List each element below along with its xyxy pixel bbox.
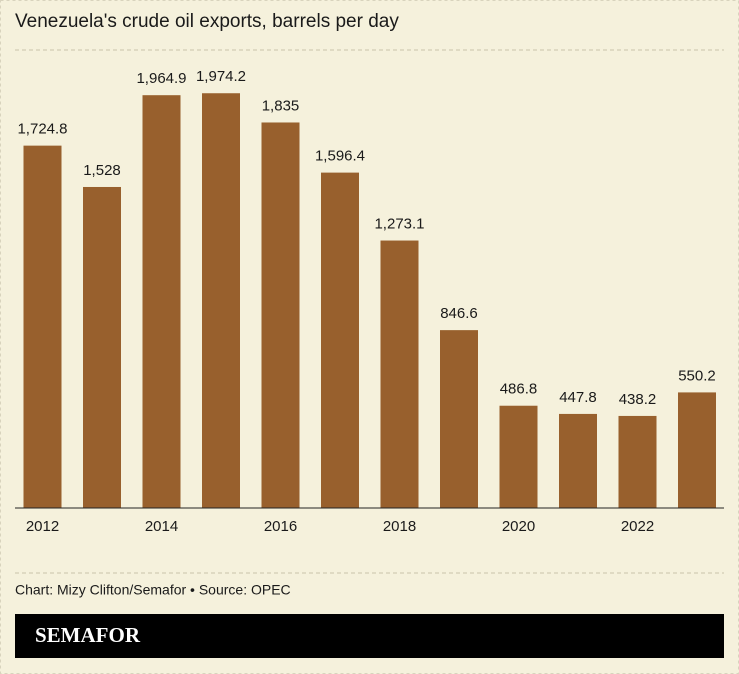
value-label: 1,974.2 [196, 68, 246, 85]
bar [261, 122, 300, 508]
value-label: 550.2 [678, 367, 716, 384]
x-tick-label: 2020 [502, 518, 535, 535]
value-label: 1,964.9 [136, 70, 186, 87]
bar [559, 413, 597, 508]
x-tick-label: 2022 [621, 518, 654, 535]
value-label: 486.8 [500, 381, 538, 398]
value-label: 1,528 [83, 162, 121, 179]
value-label: 447.8 [559, 389, 597, 406]
chart-title: Venezuela's crude oil exports, barrels p… [15, 11, 399, 32]
bar [83, 186, 121, 509]
value-label: 1,596.4 [315, 148, 365, 165]
value-label: 1,273.1 [374, 216, 424, 233]
value-label: 846.6 [440, 305, 478, 322]
x-tick-label: 2012 [26, 518, 59, 535]
x-tick-label: 2014 [145, 518, 178, 535]
bar [142, 95, 181, 508]
bar [380, 240, 419, 508]
brand: SEMAFOR [35, 623, 141, 647]
bar [321, 172, 359, 508]
brand-bar [15, 614, 724, 658]
bar [440, 330, 478, 508]
source: Chart: Mizy Clifton/Semafor • Source: OP… [15, 582, 291, 598]
value-label: 1,724.8 [17, 121, 67, 138]
value-label: 438.2 [619, 391, 657, 408]
bar [23, 145, 62, 508]
bar [202, 93, 240, 508]
value-label: 1,835 [262, 97, 300, 114]
bar [678, 392, 716, 508]
x-tick-label: 2016 [264, 518, 297, 535]
x-tick-label: 2018 [383, 518, 416, 535]
bar [499, 405, 538, 508]
bar [618, 415, 657, 508]
